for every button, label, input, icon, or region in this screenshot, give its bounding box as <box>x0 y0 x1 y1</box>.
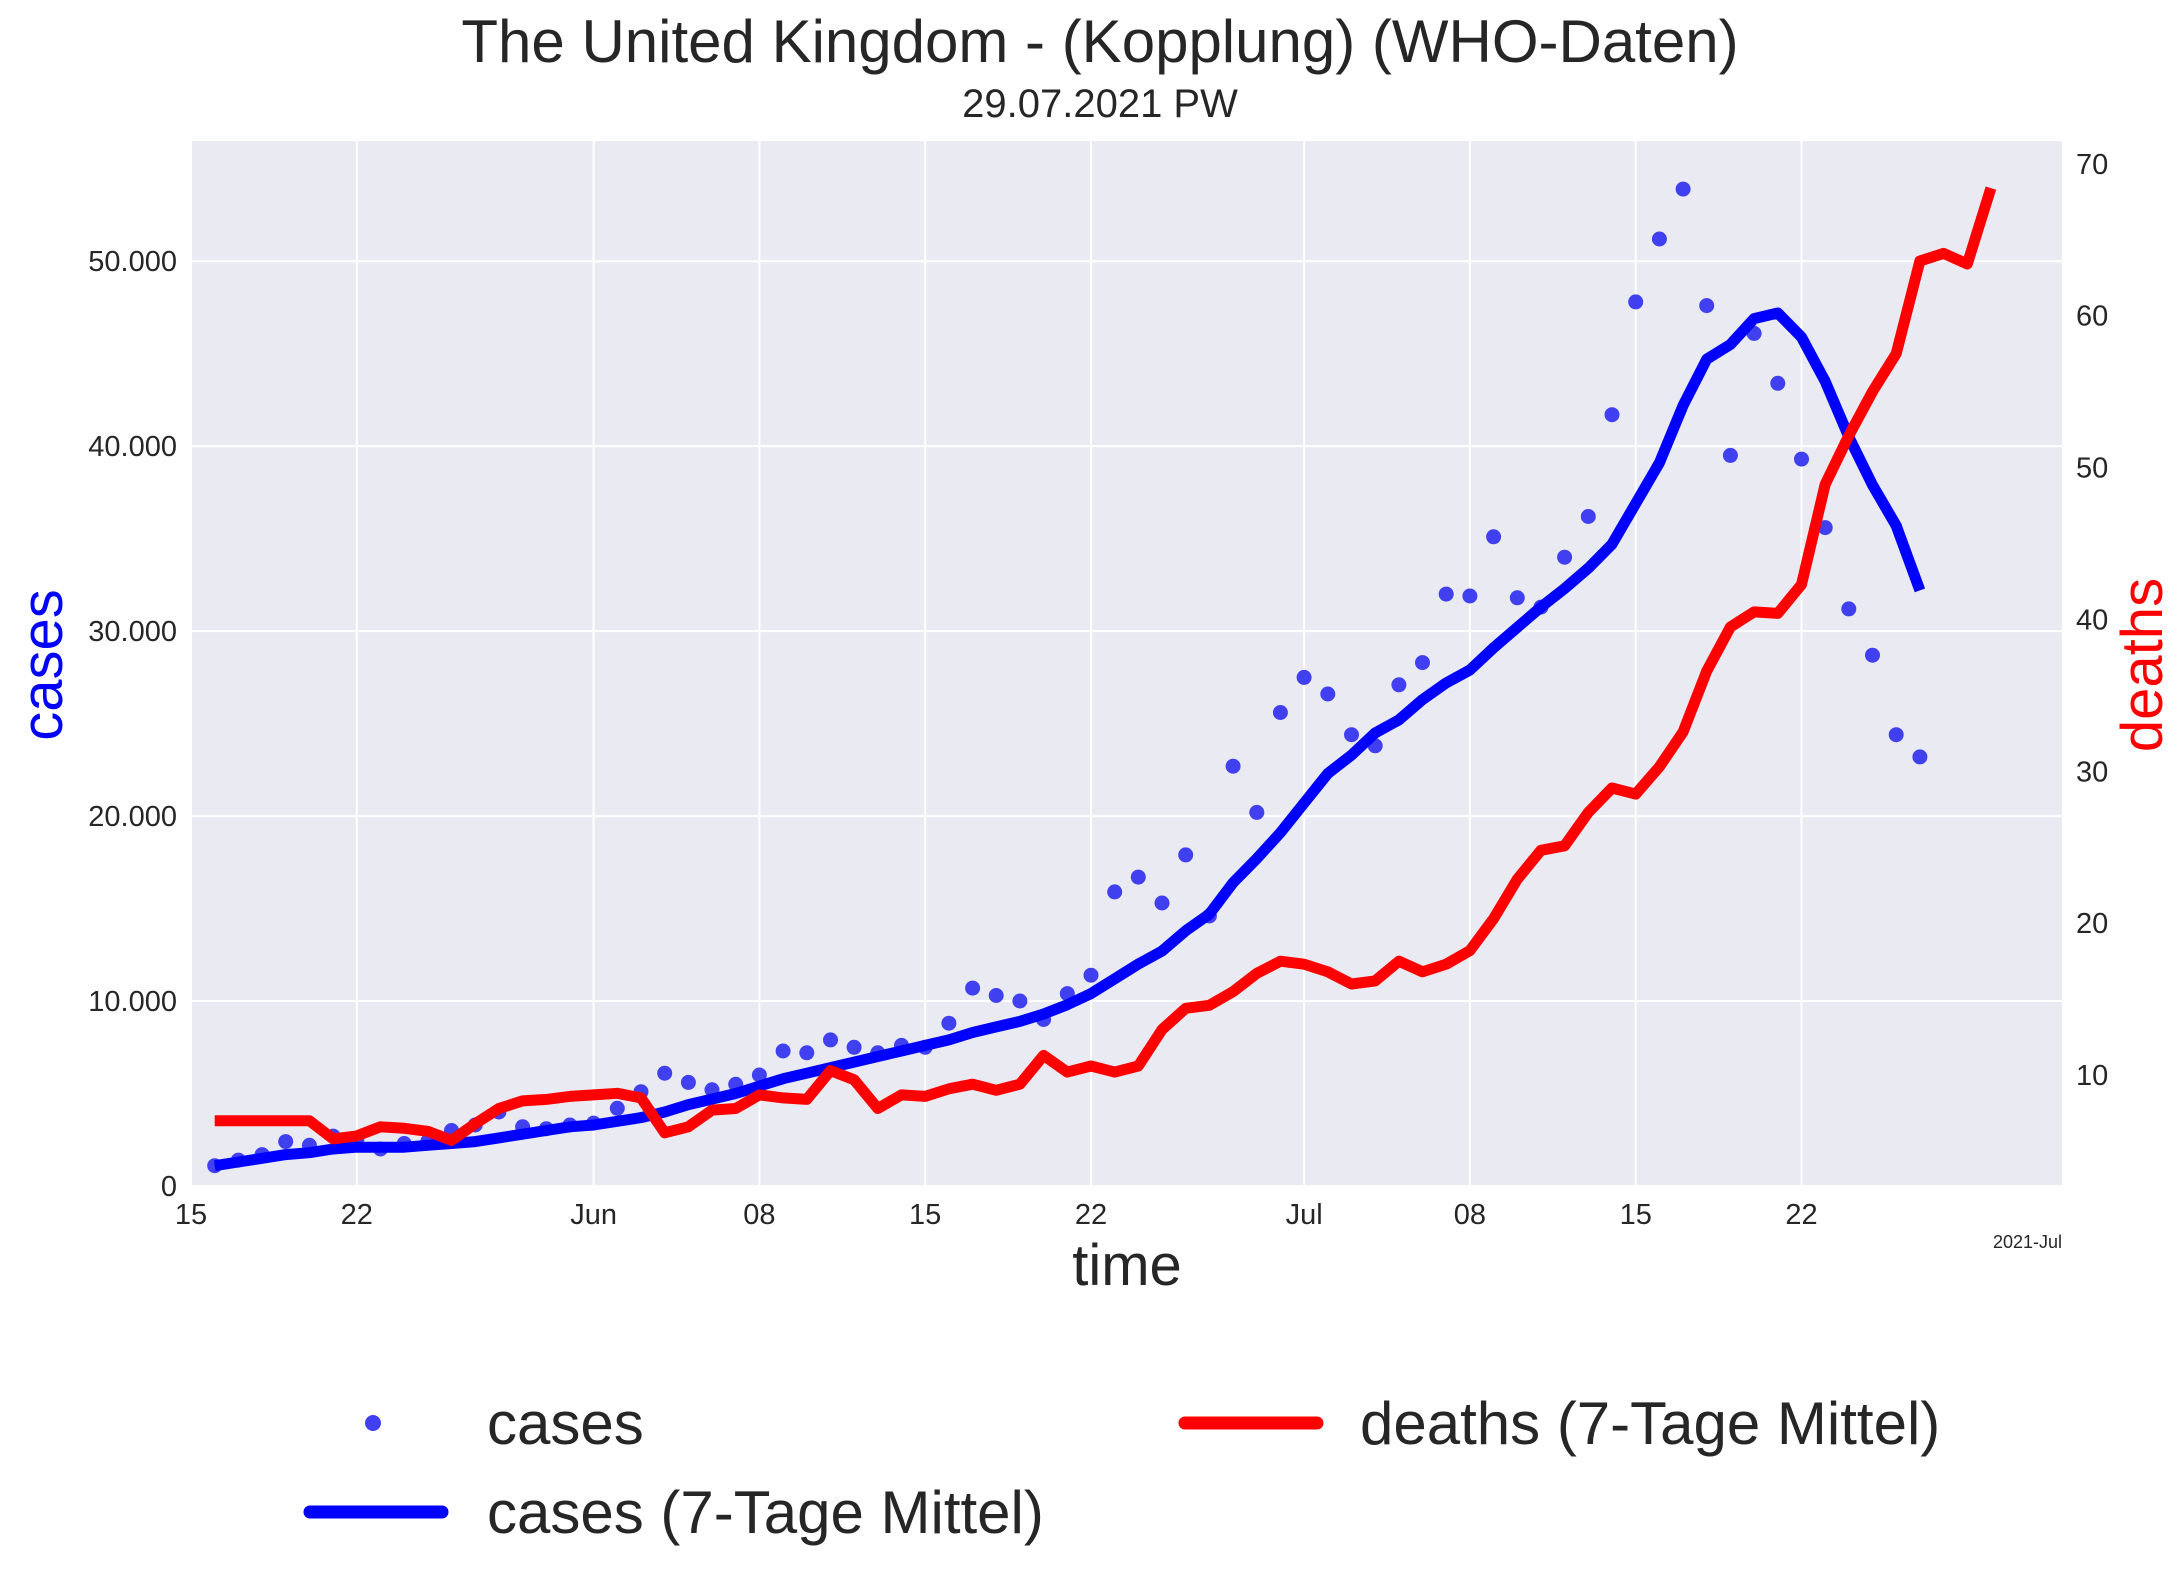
deaths-avg-line <box>214 186 1997 1146</box>
cases-point <box>1130 869 1146 885</box>
x-tick-label: 15 <box>175 1199 207 1231</box>
x-tick-label: Jul <box>1286 1199 1323 1231</box>
cases-point <box>1012 993 1028 1009</box>
x-tick-label: 15 <box>909 1199 941 1231</box>
cases-point <box>751 1067 767 1083</box>
cases-point <box>988 988 1004 1003</box>
cases-point <box>1344 727 1359 743</box>
cases-point <box>1107 884 1123 900</box>
x-offset-label: 2021-Jul <box>1993 1232 2062 1252</box>
cases-point <box>1083 967 1099 983</box>
y-tick-label-right: 40 <box>2076 604 2108 636</box>
cases-point <box>1628 294 1644 310</box>
cases-point <box>1249 804 1265 820</box>
cases-point <box>1320 686 1336 702</box>
legend-label-cases: cases <box>487 1390 644 1457</box>
cases-point <box>1296 669 1312 685</box>
cases-point <box>1865 647 1880 663</box>
cases-point <box>823 1032 838 1048</box>
cases-point <box>1794 451 1809 467</box>
cases-point <box>1438 586 1454 602</box>
cases-point <box>1770 375 1786 391</box>
cases-point <box>1699 298 1715 314</box>
cases-point <box>1604 407 1620 423</box>
x-tick-label: 22 <box>341 1199 373 1231</box>
x-tick-label: 22 <box>1785 1199 1817 1231</box>
cases-avg-line <box>213 307 1926 1172</box>
cases-point <box>1486 529 1502 545</box>
cases-point <box>1178 847 1194 863</box>
cases-point <box>657 1065 673 1081</box>
cases-point <box>1888 727 1904 743</box>
y-tick-label-left: 20.000 <box>88 801 177 833</box>
cases-point <box>1651 231 1667 247</box>
cases-point <box>799 1045 815 1061</box>
y-tick-label-left: 0 <box>161 1171 177 1203</box>
cases-point <box>1580 509 1596 524</box>
x-tick-label: 08 <box>743 1199 775 1231</box>
y-tick-label-right: 10 <box>2076 1060 2108 1092</box>
cases-point <box>1272 705 1288 720</box>
legend: cases cases (7-Tage Mittel) deaths (7-Ta… <box>303 1390 1940 1546</box>
cases-point <box>941 1015 957 1031</box>
y-axis-right-label: deaths <box>2110 578 2175 752</box>
x-axis-label: time <box>1072 1233 1182 1298</box>
cases-point <box>965 980 981 996</box>
cases-point <box>1557 549 1573 565</box>
cases-point <box>1415 655 1430 671</box>
legend-marker-cases <box>365 1415 381 1431</box>
tick-labels: 15 22 Jun 08 15 22 Jul 08 15 22 0 10.000 20.000 30.00… <box>88 149 2108 1231</box>
x-tick-label: Jun <box>570 1199 617 1231</box>
x-tick-label: 22 <box>1075 1199 1107 1231</box>
cases-point <box>609 1100 625 1116</box>
cases-point <box>1722 447 1738 463</box>
cases-point <box>1912 749 1928 765</box>
y-axis-left-label: cases <box>10 589 75 741</box>
series-layer <box>207 181 1997 1174</box>
y-tick-label-left: 30.000 <box>88 616 177 648</box>
gridlines <box>190 141 2062 1187</box>
cases-point <box>680 1074 696 1090</box>
cases-point <box>1841 601 1857 617</box>
cases-point <box>1391 677 1407 693</box>
y-tick-label-left: 40.000 <box>88 431 177 463</box>
chart-title: The United Kingdom - (Kopplung) (WHO-Dat… <box>461 8 1738 75</box>
y-tick-label-right: 20 <box>2076 908 2108 940</box>
cases-point <box>1462 588 1478 604</box>
cases-point <box>1154 895 1170 911</box>
cases-point <box>278 1134 294 1150</box>
y-tick-label-right: 70 <box>2076 149 2108 181</box>
y-tick-label-right: 60 <box>2076 301 2108 333</box>
x-tick-label: 08 <box>1454 1199 1486 1231</box>
cases-point <box>846 1039 862 1055</box>
cases-point <box>1675 181 1691 197</box>
plot-area <box>191 141 2062 1186</box>
cases-point <box>1509 590 1525 606</box>
y-tick-label-left: 10.000 <box>88 986 177 1018</box>
legend-label-cases-avg: cases (7-Tage Mittel) <box>487 1479 1044 1546</box>
y-tick-label-right: 30 <box>2076 756 2108 788</box>
y-tick-label-left: 50.000 <box>88 246 177 278</box>
chart-subtitle: 29.07.2021 PW <box>962 82 1238 126</box>
cases-point <box>1225 758 1241 774</box>
y-tick-label-right: 50 <box>2076 453 2108 485</box>
x-tick-label: 15 <box>1620 1199 1652 1231</box>
legend-label-deaths-avg: deaths (7-Tage Mittel) <box>1360 1390 1940 1457</box>
cases-point <box>775 1043 791 1059</box>
